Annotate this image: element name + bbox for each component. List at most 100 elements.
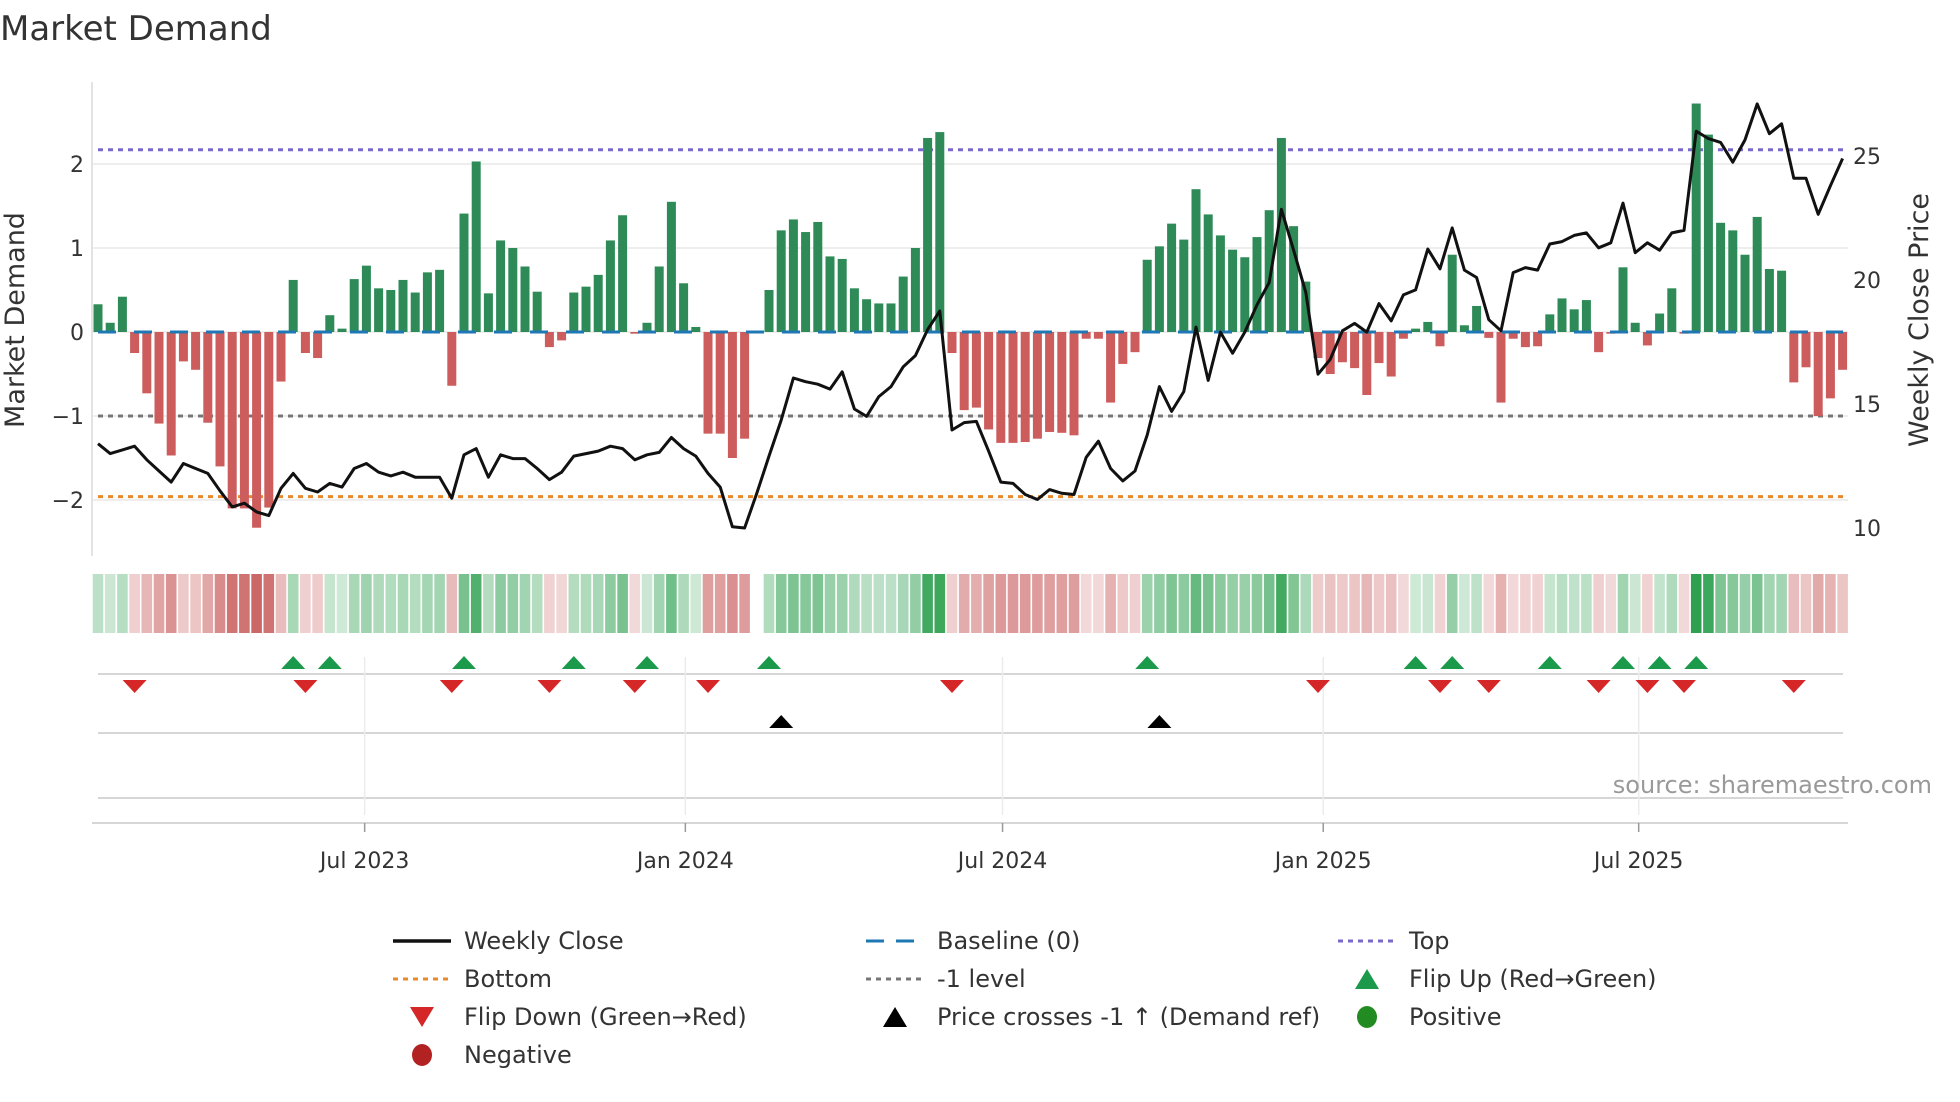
demand-bar (1740, 254, 1750, 332)
heat-cell (800, 574, 811, 633)
demand-bar (1252, 237, 1262, 332)
demand-bar (508, 248, 518, 332)
heat-cell (580, 574, 592, 633)
heat-cell (165, 574, 177, 633)
heat-cell (92, 574, 104, 633)
heat-cell (1703, 574, 1714, 633)
heat-cell (971, 574, 982, 633)
flip-down-marker (1781, 680, 1806, 693)
heat-cell (934, 574, 946, 633)
demand-bar (239, 332, 249, 509)
legend-label: -1 level (937, 965, 1026, 993)
demand-bar (1411, 328, 1421, 332)
heat-cell (1581, 574, 1592, 633)
legend: Weekly Close Baseline (0) Top Bottom -1 leve… (393, 927, 1657, 1069)
heat-cell (251, 574, 262, 633)
heat-cell (1617, 574, 1629, 633)
demand-bar (1716, 222, 1726, 332)
legend-item: Negative (412, 1041, 572, 1069)
legend-label: Weekly Close (464, 927, 624, 955)
y-tick-label: 0 (70, 321, 84, 346)
demand-bar (923, 137, 933, 332)
demand-bar (349, 279, 359, 332)
demand-bar (1594, 332, 1604, 353)
demand-bar (569, 292, 579, 332)
chart-title: Market Demand (0, 9, 272, 49)
demand-bar (1496, 332, 1506, 403)
heat-cell (1739, 574, 1751, 633)
flip-down-marker (122, 680, 147, 693)
heat-cell (348, 574, 360, 633)
legend-triangle-up-icon (1355, 969, 1379, 989)
source-note: source: sharemaestro.com (1613, 771, 1932, 799)
demand-bar (520, 266, 530, 332)
demand-bar (874, 303, 884, 332)
demand-bar (264, 332, 274, 508)
demand-bar (691, 326, 701, 332)
y2-tick-label: 20 (1853, 269, 1881, 294)
heat-cell (1215, 574, 1226, 633)
flip-down-marker (622, 680, 647, 693)
heat-cell (849, 574, 860, 633)
demand-bar (459, 213, 469, 332)
heat-cell (117, 574, 128, 633)
heat-cell (568, 574, 580, 633)
demand-bar (1057, 332, 1067, 433)
demand-bar (313, 332, 323, 359)
heat-cell (1007, 574, 1019, 633)
demand-bar (849, 288, 859, 332)
heat-cell (1483, 574, 1495, 633)
heat-cell (1080, 574, 1092, 633)
demand-bar (703, 332, 713, 434)
demand-bar (1508, 332, 1518, 339)
demand-bar (1801, 332, 1811, 368)
legend-label: Negative (464, 1041, 572, 1069)
heat-cell (1568, 574, 1580, 633)
legend-triangle-down-icon (410, 1007, 434, 1027)
demand-bar (886, 303, 896, 332)
heat-cell (1056, 574, 1068, 633)
heat-cell (861, 574, 872, 633)
demand-bar (215, 332, 225, 467)
price-cross-marker (769, 715, 794, 728)
heat-cell (1471, 574, 1482, 633)
flip-down-marker (940, 680, 964, 693)
demand-bar (1276, 137, 1286, 332)
heat-cell (824, 574, 836, 633)
flip-up-marker (1403, 656, 1428, 669)
heat-cell (1093, 574, 1104, 633)
heat-cell (592, 574, 604, 633)
heat-cell (1520, 574, 1531, 633)
demand-bar (1301, 281, 1311, 332)
heat-cell (763, 574, 775, 633)
demand-bar (105, 322, 115, 332)
flip-down-marker (439, 680, 464, 693)
legend-item: -1 level (866, 965, 1026, 993)
demand-bar (1557, 298, 1567, 332)
demand-bar (1179, 239, 1189, 332)
heat-cell (141, 574, 153, 633)
heat-cell (1324, 574, 1336, 633)
heat-cell (226, 574, 238, 633)
demand-bar (178, 332, 188, 362)
demand-bar (1764, 269, 1774, 332)
heat-cell (995, 574, 1007, 633)
demand-bar (1825, 332, 1835, 399)
heat-cell (836, 574, 848, 633)
demand-bar (593, 274, 603, 332)
axes: −2 −1 0 1 2 10 15 20 25 (52, 82, 1881, 556)
x-tick-label: Jul 2025 (1592, 849, 1684, 874)
weekly-close-line (97, 102, 1844, 530)
heat-cell (422, 574, 433, 633)
heat-cell (1751, 574, 1763, 633)
heat-cell (1117, 574, 1129, 633)
y-tick-label: −2 (52, 489, 84, 514)
demand-bar (1472, 305, 1482, 332)
demand-bar (1667, 288, 1677, 332)
heat-cell (336, 574, 348, 633)
demand-bar (1691, 103, 1701, 333)
heat-cell (324, 574, 336, 633)
heat-cell (1715, 574, 1726, 633)
heat-cell (1666, 574, 1678, 633)
heat-cell (739, 574, 750, 633)
